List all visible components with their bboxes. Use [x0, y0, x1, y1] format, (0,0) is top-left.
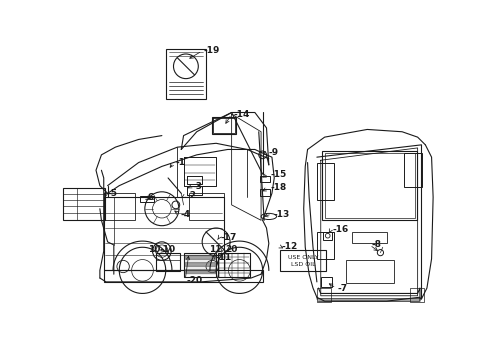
Bar: [316, 232, 333, 259]
Bar: [140, 195, 154, 202]
Text: -1: -1: [175, 158, 184, 167]
Bar: [259, 176, 270, 182]
Bar: [217, 253, 250, 277]
Text: -7: -7: [337, 284, 347, 293]
Bar: [103, 193, 135, 220]
Text: -6: -6: [144, 193, 155, 202]
Bar: [322, 151, 416, 220]
Bar: [409, 288, 423, 302]
Text: -19: -19: [203, 46, 220, 55]
Text: -13: -13: [273, 210, 289, 219]
Text: -9: -9: [267, 148, 278, 157]
Text: 10: 10: [148, 245, 160, 254]
Text: -3: -3: [192, 182, 203, 191]
Bar: [165, 49, 205, 99]
Text: -8: -8: [370, 240, 380, 249]
Bar: [259, 189, 270, 195]
Bar: [103, 270, 262, 282]
Text: -20: -20: [186, 276, 203, 285]
Bar: [316, 163, 333, 199]
Text: -14: -14: [233, 109, 249, 118]
Bar: [189, 193, 224, 220]
Bar: [320, 277, 331, 287]
Text: -12: -12: [281, 242, 297, 251]
Bar: [183, 253, 216, 277]
Text: -5: -5: [107, 189, 118, 198]
Bar: [62, 188, 105, 220]
Bar: [351, 232, 386, 243]
Bar: [212, 117, 235, 134]
Text: 11: 11: [209, 245, 221, 254]
Text: -4: -4: [180, 210, 190, 219]
Text: LSD OIL: LSD OIL: [290, 262, 315, 267]
Text: -16: -16: [332, 225, 348, 234]
Text: -18: -18: [270, 184, 286, 193]
Text: -15: -15: [270, 170, 286, 179]
Text: -2: -2: [186, 191, 196, 200]
Bar: [279, 249, 325, 271]
Text: -10: -10: [159, 245, 175, 254]
Bar: [324, 153, 414, 218]
Bar: [404, 153, 421, 187]
Bar: [316, 288, 330, 302]
Bar: [346, 260, 393, 283]
Text: 20: 20: [225, 245, 237, 254]
Bar: [323, 232, 332, 239]
Text: USE ONLY: USE ONLY: [287, 255, 318, 260]
Text: -17: -17: [220, 233, 237, 242]
Text: -11: -11: [215, 253, 231, 262]
Bar: [103, 197, 224, 270]
Bar: [155, 253, 180, 271]
